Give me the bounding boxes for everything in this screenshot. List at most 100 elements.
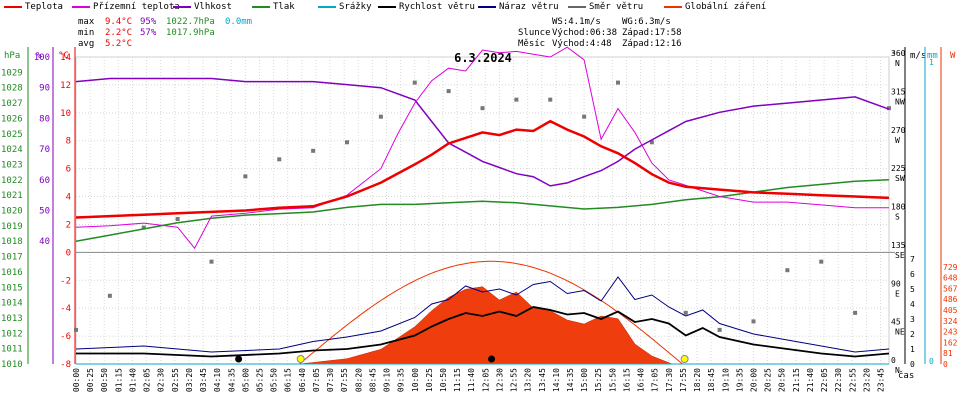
pressure-tick-label: 1015 <box>1 283 23 293</box>
direction-tick-label: 0 <box>891 356 896 365</box>
x-tick-label: 00:00 <box>72 368 81 392</box>
sunrise-marker <box>296 355 305 363</box>
pressure-tick-label: 1010 <box>1 360 23 370</box>
wind-direction-point <box>819 259 824 264</box>
radiation-tick-label: 81 <box>943 349 953 358</box>
wind-direction-point <box>582 114 587 119</box>
pressure-tick-label: 1011 <box>1 345 23 355</box>
wind-direction-point <box>446 89 451 94</box>
pressure-tick-label: 1024 <box>1 145 23 155</box>
legend-label: Rychlost větru <box>399 2 475 12</box>
pressure-tick-label: 1017 <box>1 253 23 263</box>
wind-gust-line <box>75 276 890 353</box>
temperature-line <box>75 119 890 219</box>
x-tick-label: 16:15 <box>622 368 631 392</box>
wind-speed-line <box>76 306 890 358</box>
x-tick-label: 07:55 <box>340 368 349 392</box>
chart-title: 6.3.2024 <box>454 51 512 65</box>
radiation-tick-label: 486 <box>943 295 958 304</box>
wind-direction-point <box>209 259 214 264</box>
stat-wg: WG:6.3m/s <box>622 17 671 27</box>
wind-direction-point <box>141 225 146 230</box>
moonset-marker <box>488 355 496 363</box>
x-tick-label: 16:40 <box>637 368 646 392</box>
wind-tick-label: 2 <box>910 330 915 339</box>
x-tick-label: 02:30 <box>157 368 166 392</box>
direction-tick-label: 180 <box>891 203 906 212</box>
wind-direction-point <box>345 140 349 145</box>
stat-moon-set: Západ:12:16 <box>622 39 682 49</box>
x-tick-label: 23:20 <box>862 368 871 392</box>
radiation-axis-unit: W <box>950 51 956 61</box>
x-tick-label: 05:50 <box>270 368 279 392</box>
stat-max-press: 1022.7hPa <box>166 17 215 27</box>
stat-sun-label: Slunce <box>518 28 551 38</box>
x-tick-label: 01:15 <box>114 368 123 392</box>
wind-direction-point <box>311 148 316 153</box>
x-tick-label: 15:25 <box>594 368 603 392</box>
wind-direction-point <box>717 327 722 332</box>
x-tick-label: 11:15 <box>453 368 462 392</box>
temperature-tick-label: -4 <box>60 304 71 314</box>
stat-min-temp: 2.2°C <box>105 28 133 38</box>
legend-swatch <box>173 5 191 8</box>
x-tick-label: 18:20 <box>693 368 702 392</box>
temperature-tick-label: -8 <box>60 360 71 370</box>
x-tick-label: 09:35 <box>397 368 406 392</box>
wind-tick-label: 0 <box>910 360 915 369</box>
legend-label: Přízemní teplota <box>93 2 180 12</box>
x-tick-label: 21:40 <box>806 368 815 392</box>
temperature-tick-label: 12 <box>60 81 71 91</box>
direction-tick-label: 90 <box>891 279 901 288</box>
wind-direction-point <box>616 80 620 85</box>
stat-ws: WS:4.1m/s <box>552 17 601 27</box>
legend-swatch <box>72 5 90 8</box>
x-tick-label: 07:30 <box>326 368 335 392</box>
legend-item: Vlhkost <box>173 2 232 12</box>
x-tick-label: 05:25 <box>255 368 264 392</box>
x-tick-label: 02:05 <box>143 368 152 392</box>
stat-max-hum: 95% <box>140 17 157 27</box>
wind-tick-label: 7 <box>910 255 915 264</box>
direction-tick-label: NW <box>895 97 905 106</box>
legend-label: Směr větru <box>589 2 644 12</box>
stat-avg-label: avg <box>78 39 95 49</box>
radiation-tick-label: 648 <box>943 274 958 283</box>
temperature-tick-label: 8 <box>66 137 71 147</box>
legend-label: Vlhkost <box>194 2 232 12</box>
radiation-tick-label: 405 <box>943 306 958 315</box>
radiation-tick-label: 729 <box>943 263 958 272</box>
direction-tick-label: 360 <box>891 49 906 58</box>
rain-tick-label: 0 <box>929 357 934 366</box>
x-tick-label: 03:20 <box>185 368 194 392</box>
direction-tick-label: SW <box>895 174 905 183</box>
x-tick-label: 20:00 <box>750 368 759 392</box>
wind-direction-point <box>548 97 553 102</box>
wind-direction-point <box>175 217 180 222</box>
stat-min-label: min <box>78 28 95 38</box>
legend-swatch <box>4 5 22 8</box>
x-tick-label: 20:25 <box>764 368 773 392</box>
wind-direction-point <box>243 174 248 179</box>
wind-direction-point <box>683 310 688 315</box>
x-tick-label: 00:50 <box>100 368 109 392</box>
x-tick-label: 14:10 <box>552 368 561 392</box>
legend-label: Teplota <box>25 2 63 12</box>
x-tick-label: 10:25 <box>425 368 434 392</box>
x-tick-label: 12:30 <box>495 368 504 392</box>
pressure-tick-label: 1021 <box>1 191 23 201</box>
direction-tick-label: S <box>895 213 900 222</box>
x-tick-label: 23:45 <box>877 368 886 392</box>
x-tick-label: 04:10 <box>213 368 222 392</box>
moonrise-marker <box>235 355 243 363</box>
wind-direction-point <box>785 268 790 273</box>
legend-item: Směr větru <box>568 2 643 12</box>
legend-swatch <box>378 5 396 8</box>
x-tick-label: 19:10 <box>721 368 730 392</box>
sunset-marker <box>680 355 689 363</box>
humidity-tick-label: 50 <box>39 207 50 217</box>
x-tick-label: 05:00 <box>241 368 250 392</box>
x-tick-label: 17:05 <box>651 368 660 392</box>
